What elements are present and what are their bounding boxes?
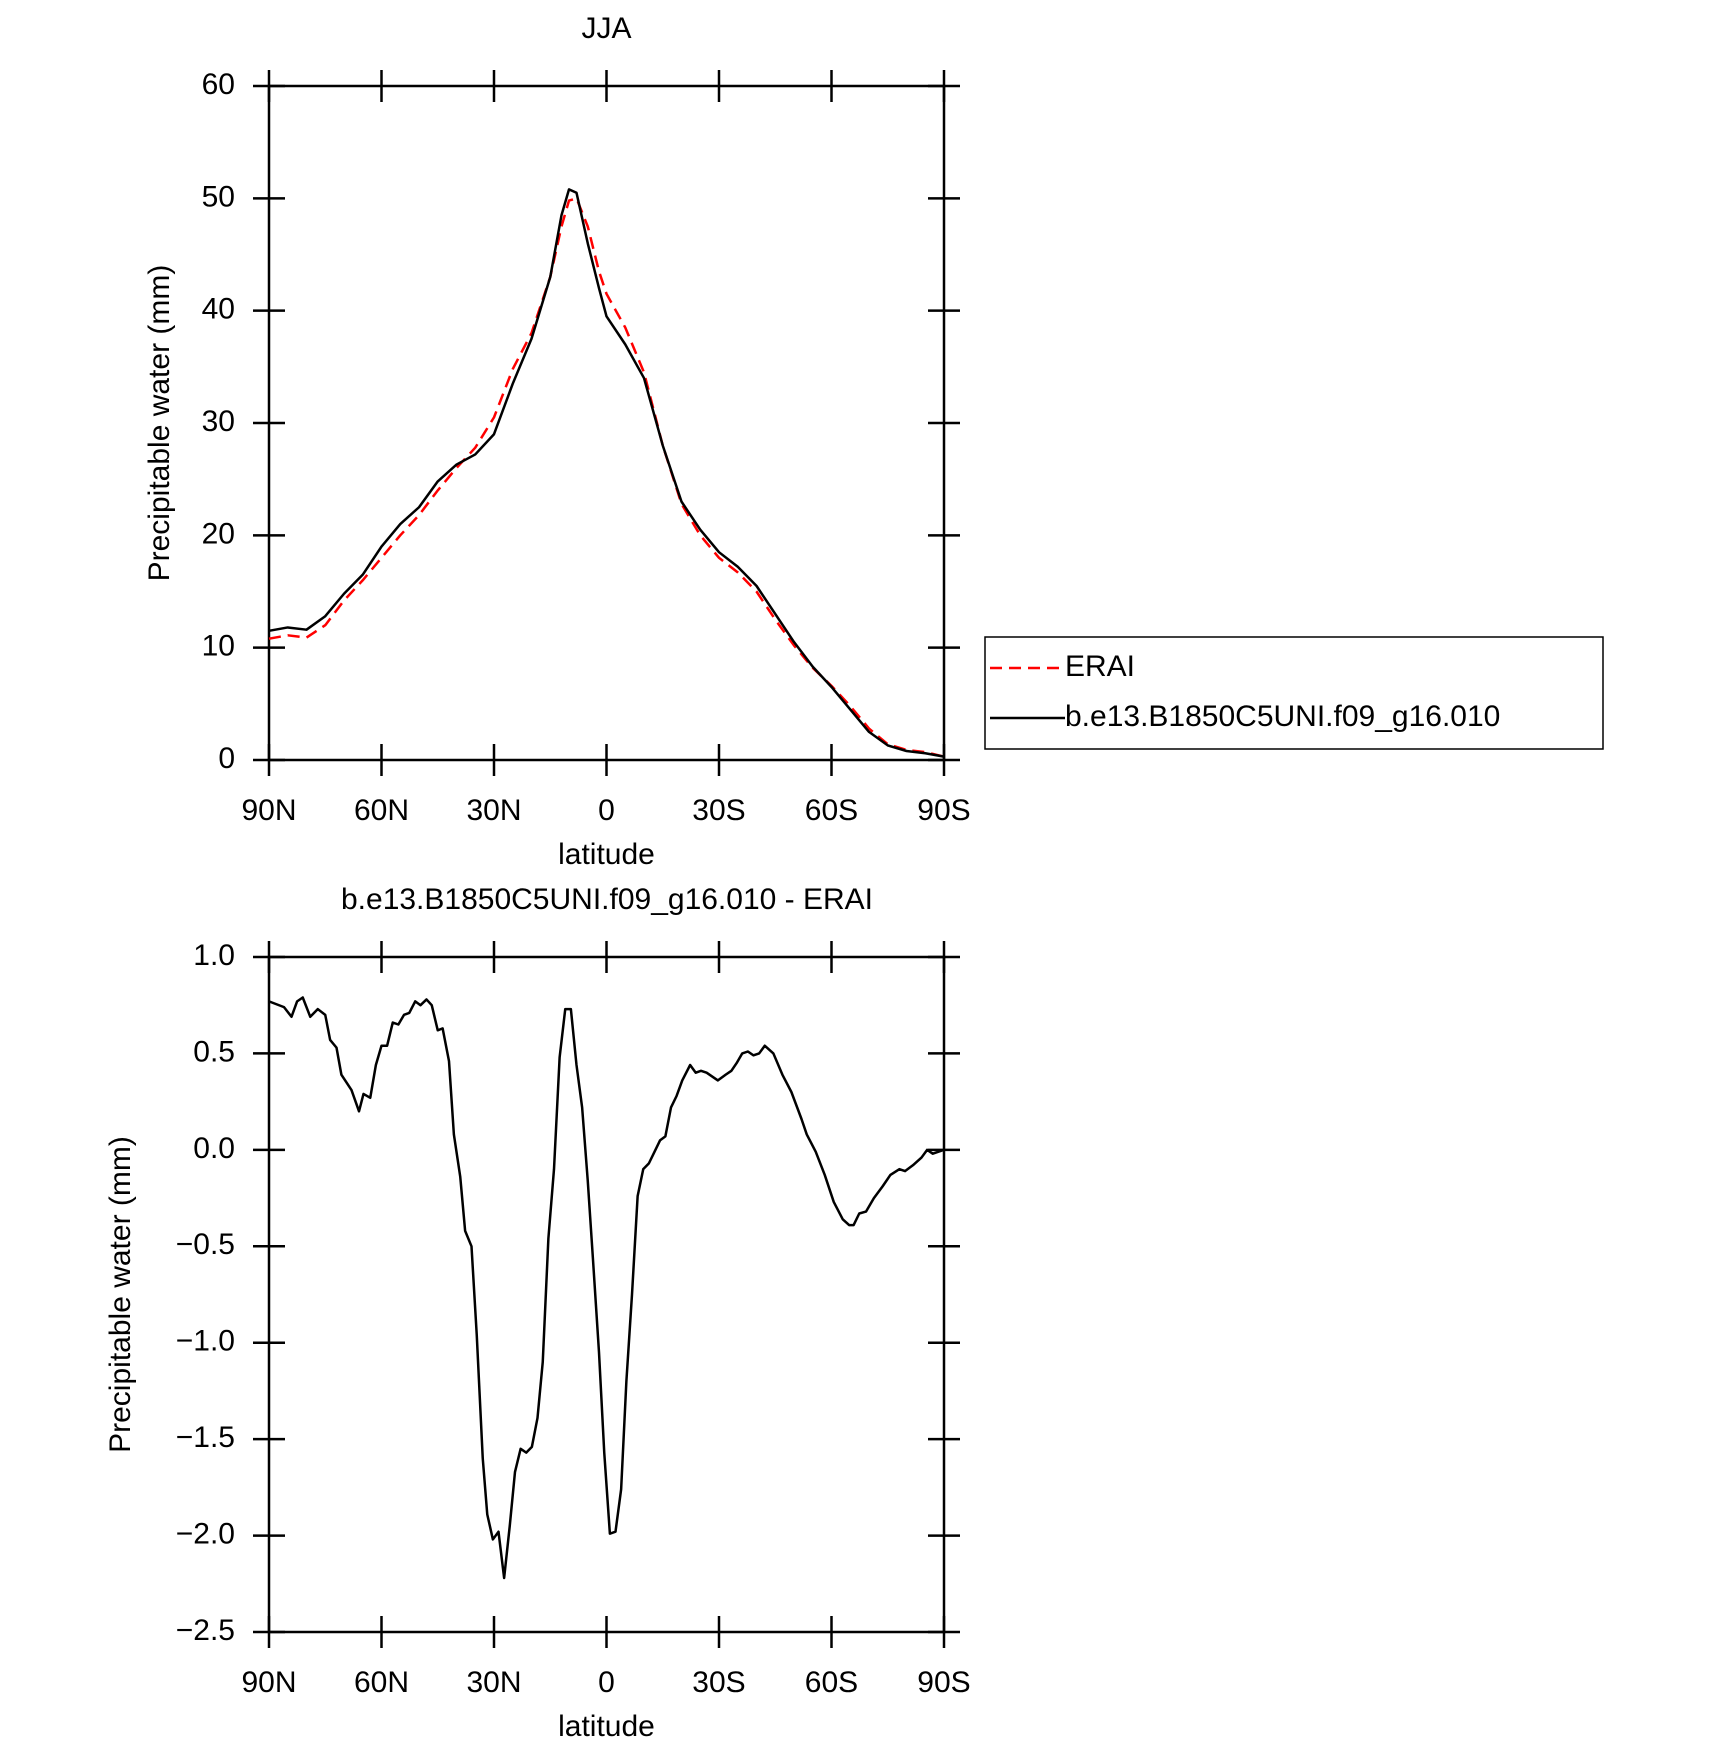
legend-box <box>984 636 1604 750</box>
y-tick-label: 0 <box>218 742 235 775</box>
y-tick-label: −2.0 <box>176 1517 235 1550</box>
data-line <box>268 197 945 758</box>
x-axis-label: latitude <box>558 1710 655 1743</box>
x-tick-label: 60N <box>354 794 409 827</box>
y-tick-label: 20 <box>202 517 235 550</box>
y-tick-label: 10 <box>202 630 235 663</box>
x-axis-label: latitude <box>558 838 655 871</box>
y-tick-label: 0.0 <box>193 1132 235 1165</box>
plot-frame <box>267 955 946 1634</box>
y-tick-label: 60 <box>202 68 235 101</box>
data-line <box>268 996 945 1580</box>
y-tick-label: −1.0 <box>176 1325 235 1358</box>
plot-frame <box>267 84 946 762</box>
x-tick-label: 60S <box>805 1666 858 1699</box>
x-tick-label: 60S <box>805 794 858 827</box>
y-tick-label: −1.5 <box>176 1421 235 1454</box>
x-tick-label: 30N <box>466 794 521 827</box>
y-axis-label: Precipitable water (mm) <box>143 265 176 582</box>
y-axis-label: Precipitable water (mm) <box>104 1136 137 1453</box>
y-tick-label: 40 <box>202 293 235 326</box>
x-tick-label: 0 <box>598 1666 615 1699</box>
chart-title: JJA <box>581 12 631 45</box>
legend-label: b.e13.B1850C5UNI.f09_g16.010 <box>1065 700 1500 733</box>
x-tick-label: 30N <box>466 1666 521 1699</box>
y-tick-label: −2.5 <box>176 1614 235 1647</box>
x-tick-label: 30S <box>692 794 745 827</box>
y-tick-label: −0.5 <box>176 1228 235 1261</box>
chart-title: b.e13.B1850C5UNI.f09_g16.010 - ERAI <box>341 883 873 916</box>
y-tick-label: 1.0 <box>193 939 235 972</box>
x-tick-label: 30S <box>692 1666 745 1699</box>
x-tick-label: 90N <box>241 794 296 827</box>
y-tick-label: 30 <box>202 405 235 438</box>
x-tick-label: 0 <box>598 794 615 827</box>
y-tick-label: 0.5 <box>193 1035 235 1068</box>
x-tick-label: 90S <box>917 794 970 827</box>
x-tick-label: 90S <box>917 1666 970 1699</box>
legend-label: ERAI <box>1065 650 1135 683</box>
x-tick-label: 60N <box>354 1666 409 1699</box>
data-line <box>268 188 945 758</box>
y-tick-label: 50 <box>202 180 235 213</box>
x-tick-label: 90N <box>241 1666 296 1699</box>
